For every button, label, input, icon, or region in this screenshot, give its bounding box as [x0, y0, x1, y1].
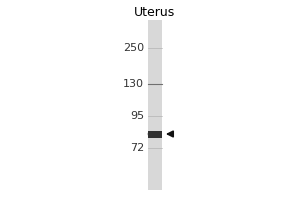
- Bar: [148, 130, 162, 138]
- Text: Uterus: Uterus: [134, 5, 175, 19]
- Text: 95: 95: [130, 111, 144, 121]
- Ellipse shape: [148, 131, 153, 137]
- Bar: [148, 20, 162, 190]
- Text: 72: 72: [130, 143, 144, 153]
- Text: 250: 250: [123, 43, 144, 53]
- Text: 130: 130: [123, 79, 144, 89]
